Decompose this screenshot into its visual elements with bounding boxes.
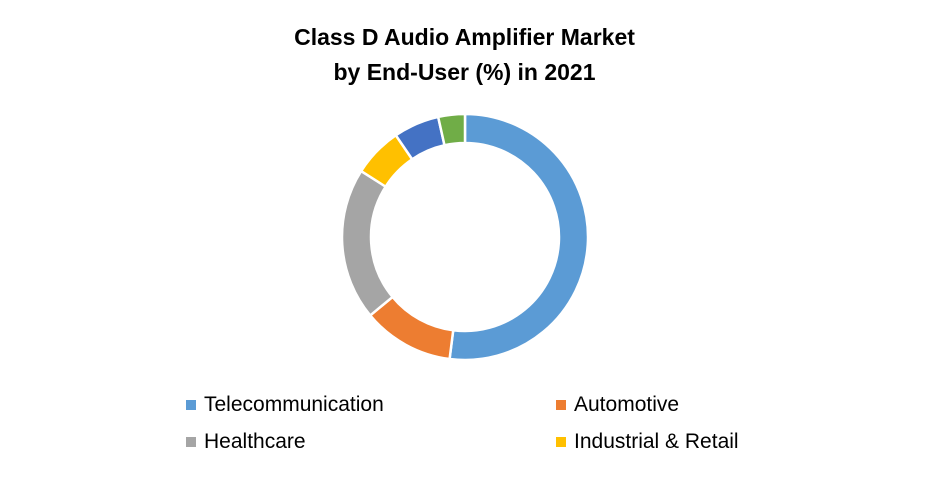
chart-title-line-1: Class D Audio Amplifier Market — [294, 24, 635, 50]
legend-item-healthcare: Healthcare — [186, 429, 306, 455]
chart-title-line-2: by End-User (%) in 2021 — [333, 59, 596, 85]
legend-swatch-telecommunication — [186, 400, 196, 410]
legend-label-automotive: Automotive — [574, 393, 680, 416]
legend-swatch-healthcare — [186, 437, 196, 447]
legend-label-healthcare: Healthcare — [204, 430, 306, 453]
legend-label-industrial-retail: Industrial & Retail — [574, 430, 739, 453]
legend-swatch-industrial-retail — [556, 437, 566, 447]
donut-slice-healthcare — [340, 169, 395, 318]
legend-item-industrial-retail: Industrial & Retail — [556, 429, 739, 455]
donut-slice-telecommunication — [448, 112, 590, 362]
donut-slice-segment-6 — [436, 112, 467, 147]
legend-swatch-automotive — [556, 400, 566, 410]
legend-item-automotive: Automotive — [556, 392, 679, 418]
legend-label-telecommunication: Telecommunication — [204, 393, 384, 416]
legend-item-telecommunication: Telecommunication — [186, 392, 384, 418]
